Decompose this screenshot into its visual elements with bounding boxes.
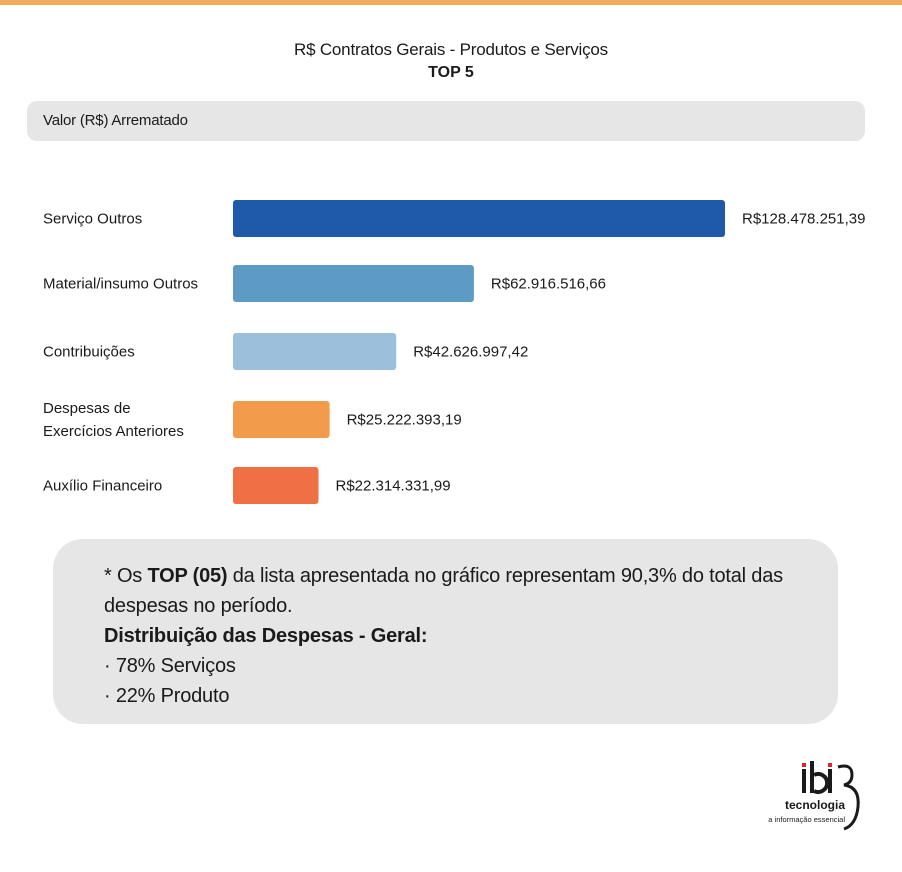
category-label-line: Serviço Outros	[43, 211, 142, 228]
note-box: * Os TOP (05) da lista apresentada no gr…	[53, 539, 838, 724]
value-label-4: R$25.222.393,19	[347, 412, 462, 429]
category-label-2: Material/insumo Outros	[43, 276, 198, 293]
note-line-1: * Os TOP (05) da lista apresentada no gr…	[104, 561, 814, 591]
logo-i-2	[828, 769, 832, 793]
category-label-1: Serviço Outros	[43, 211, 142, 228]
bar-4	[233, 401, 330, 438]
category-label-line: Auxílio Financeiro	[43, 478, 162, 495]
category-label-line: Exercícios Anteriores	[43, 423, 184, 440]
bar-5	[233, 467, 319, 504]
logo-dot-1	[802, 763, 806, 767]
logo-tagline: a informação essencial	[768, 815, 845, 824]
category-label-4: Despesas de Exercícios Anteriores	[43, 400, 184, 440]
logo-b-bowl	[813, 772, 830, 794]
note-bold: TOP (05)	[147, 565, 228, 587]
category-label-line: Contribuições	[43, 344, 135, 361]
logo-b-stem	[810, 761, 814, 793]
value-label-5: R$22.314.331,99	[336, 478, 451, 495]
top-accent-bar	[0, 0, 902, 5]
note-prefix: * Os	[104, 565, 148, 587]
metric-label: Valor (R$) Arrematado	[43, 112, 188, 129]
value-label-3: R$42.626.997,42	[413, 344, 528, 361]
logo-dot-2	[828, 763, 832, 767]
note-item-services: · 78% Serviços	[104, 655, 236, 677]
note-heading: Distribuição das Despesas - Geral:	[104, 625, 428, 647]
ibi-logo: tecnologia a informação essencial	[768, 761, 860, 831]
note-line-2: despesas no período.	[104, 595, 293, 617]
chart-title: R$ Contratos Gerais - Produtos e Serviço…	[294, 40, 608, 59]
value-label-2: R$62.916.516,66	[491, 276, 606, 293]
category-label-3: Contribuições	[43, 344, 135, 361]
logo-i-1	[802, 769, 806, 793]
value-label-1: R$128.478.251,39	[742, 211, 865, 228]
bar-chart: R$128.478.251,39 Serviço Outros R$62.916.5…	[43, 200, 865, 504]
category-label-5: Auxílio Financeiro	[43, 478, 162, 495]
bar-3	[233, 333, 397, 370]
metric-header: Valor (R$) Arrematado	[27, 101, 865, 141]
logo-swirl	[837, 764, 860, 831]
bar-1	[233, 200, 725, 237]
bar-2	[233, 265, 474, 302]
chart-subtitle: TOP 5	[428, 64, 474, 81]
category-label-line: Despesas de	[43, 400, 131, 417]
note-content: * Os TOP (05) da lista apresentada no gr…	[104, 561, 814, 711]
logo-sub: tecnologia	[785, 798, 845, 812]
category-label-line: Material/insumo Outros	[43, 276, 198, 293]
note-item-products: · 22% Produto	[104, 685, 230, 707]
note-rest: da lista apresentada no gráfico represen…	[227, 565, 783, 587]
